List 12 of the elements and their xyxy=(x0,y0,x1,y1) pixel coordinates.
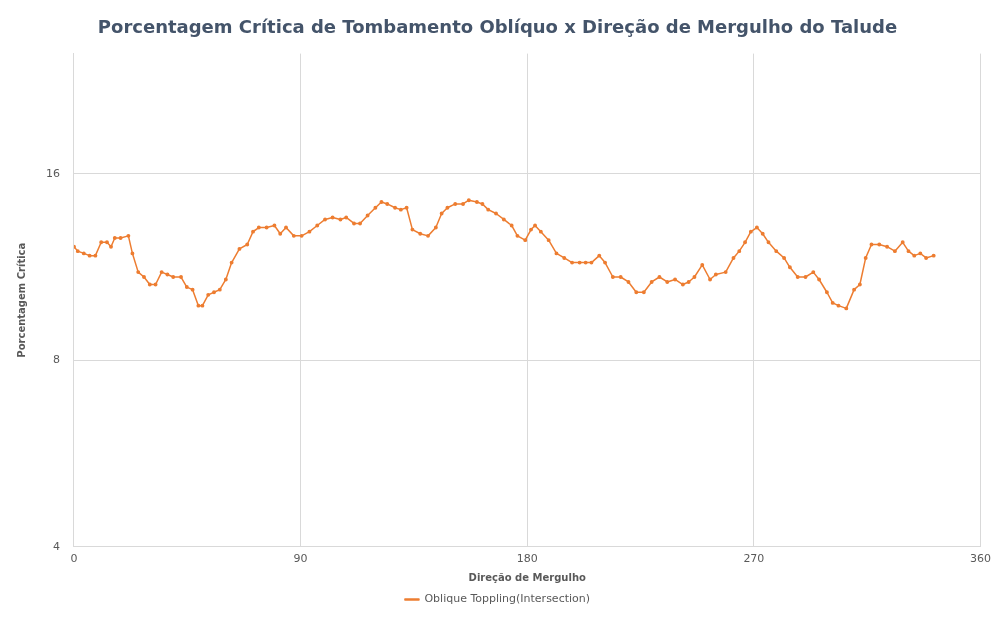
x-axis-title: Direção de Mergulho xyxy=(468,571,586,583)
x-tick-label: 270 xyxy=(743,552,765,566)
x-tick-label: 90 xyxy=(293,552,308,566)
x-tick-label: 0 xyxy=(70,552,78,566)
chart-title: Porcentagem Crítica de Tombamento Oblíquo x Direção de Mergulho do Talude xyxy=(97,16,898,38)
y-tick-label: 4 xyxy=(53,539,60,553)
x-tick-label: 180 xyxy=(516,552,538,566)
y-axis-title: Porcentagem Crítica xyxy=(15,242,27,358)
x-tick-label: 360 xyxy=(970,552,991,566)
y-tick-label: 16 xyxy=(46,166,60,180)
legend-label: Oblique Toppling(Intersection) xyxy=(424,592,591,606)
y-tick-label: 8 xyxy=(53,353,60,367)
